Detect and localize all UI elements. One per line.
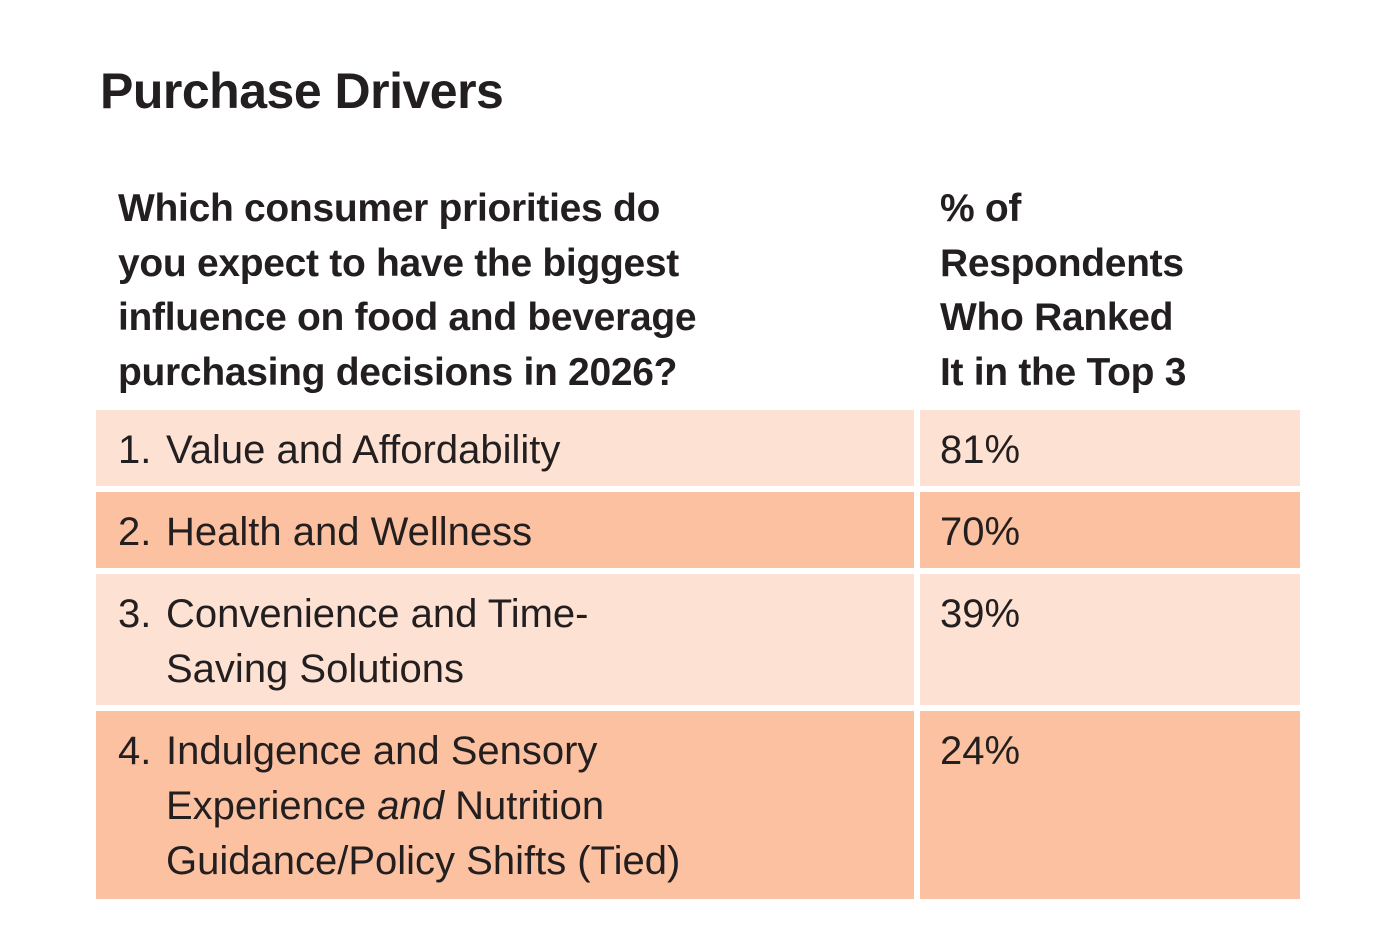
header-line: Who Ranked	[940, 296, 1174, 339]
rank: 1.	[118, 428, 152, 472]
priority-label: Health and Wellness	[166, 510, 533, 554]
header-line: purchasing decisions in 2026?	[118, 350, 678, 394]
priority-label-italic: and	[377, 784, 444, 828]
priority-label-part: Experience	[166, 784, 367, 828]
priority-label: Indulgence and Sensory	[166, 729, 598, 773]
priority-label-part: Nutrition	[455, 784, 605, 828]
priority-label: Convenience and Time-	[166, 592, 589, 636]
percent-cell: 39%	[920, 574, 1300, 705]
rank: 2.	[118, 510, 152, 554]
priority-label: Value and Affordability	[166, 428, 561, 472]
table-row: 2. Health and Wellness 70%	[96, 492, 1300, 568]
priority-cell: 2. Health and Wellness	[96, 492, 914, 568]
priority-cell: 3. Convenience and Time- Saving Solutions	[96, 574, 914, 705]
priority-label: Experience and Nutrition	[166, 779, 680, 834]
table-row: 1. Value and Affordability 81%	[96, 410, 1300, 486]
header-line: Respondents	[940, 241, 1184, 285]
percent-header: % of Respondents Who Ranked It in the To…	[940, 182, 1270, 400]
percent-cell: 24%	[920, 711, 1300, 899]
page-title: Purchase Drivers	[100, 63, 504, 119]
priority-label: Guidance/Policy Shifts (Tied)	[166, 839, 681, 883]
header-line: influence on food and beverage	[118, 296, 697, 339]
percent-cell: 70%	[920, 492, 1300, 568]
priority-cell: 1. Value and Affordability	[96, 410, 914, 486]
priority-cell: 4. Indulgence and Sensory Experience and N…	[96, 711, 914, 899]
rank: 3.	[118, 592, 152, 636]
priority-label: Saving Solutions	[166, 647, 464, 691]
header-line: It in the Top 3	[940, 350, 1187, 394]
header-line: Which consumer priorities do	[118, 187, 660, 230]
header-line: you expect to have the biggest	[118, 241, 679, 285]
rank: 4.	[118, 729, 152, 773]
question-header: Which consumer priorities do you expect …	[118, 182, 818, 400]
header-line: % of	[940, 187, 1022, 230]
table-row: 4. Indulgence and Sensory Experience and N…	[96, 711, 1300, 899]
percent-cell: 81%	[920, 410, 1300, 486]
table-row: 3. Convenience and Time- Saving Solutions …	[96, 574, 1300, 705]
